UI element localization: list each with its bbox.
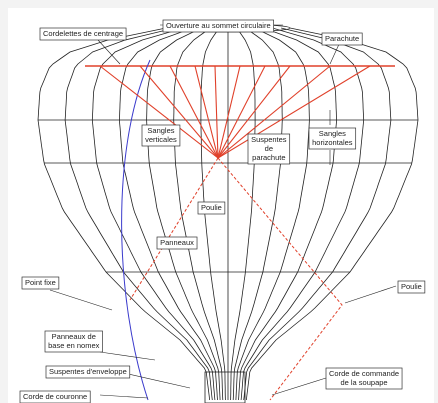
- label-text: Sangles: [319, 129, 346, 138]
- balloon-diagram: Cordelettes de centrage Ouverture au somm…: [0, 0, 438, 403]
- label-text: de la soupape: [340, 378, 387, 387]
- label: Suspentes d'enveloppe: [46, 366, 130, 378]
- label-text: Sangles: [147, 126, 174, 135]
- label-text: Suspentes d'enveloppe: [49, 367, 127, 376]
- label: Corde de couronne: [20, 391, 90, 403]
- label-text: Poulie: [201, 203, 222, 212]
- label: Parachute: [322, 33, 362, 45]
- label-text: Parachute: [325, 34, 359, 43]
- label: Point fixe: [22, 277, 59, 289]
- label-text: verticales: [145, 135, 177, 144]
- label: Panneaux: [157, 237, 197, 249]
- label-text: Suspentes: [251, 135, 287, 144]
- label-text: horizontales: [312, 138, 353, 147]
- label-text: parachute: [252, 153, 285, 162]
- label-text: Corde de commande: [329, 369, 399, 378]
- label-text: Poulie: [401, 282, 422, 291]
- label-text: base en nomex: [48, 341, 100, 350]
- label: Poulie: [198, 202, 225, 214]
- label: Poulie: [398, 281, 425, 293]
- label-text: Panneaux de: [52, 332, 96, 341]
- label: Ouverture au sommet circulaire: [163, 20, 274, 32]
- label: Cordelettes de centrage: [40, 28, 126, 40]
- label-text: Ouverture au sommet circulaire: [166, 21, 271, 30]
- label-text: Panneaux: [160, 238, 194, 247]
- label-text: de: [265, 144, 273, 153]
- label-text: Cordelettes de centrage: [43, 29, 123, 38]
- label-text: Corde de couronne: [23, 392, 87, 401]
- page: {"labels": [ {"lines": ["Cordelettes de …: [0, 0, 438, 403]
- label-text: Point fixe: [25, 278, 56, 287]
